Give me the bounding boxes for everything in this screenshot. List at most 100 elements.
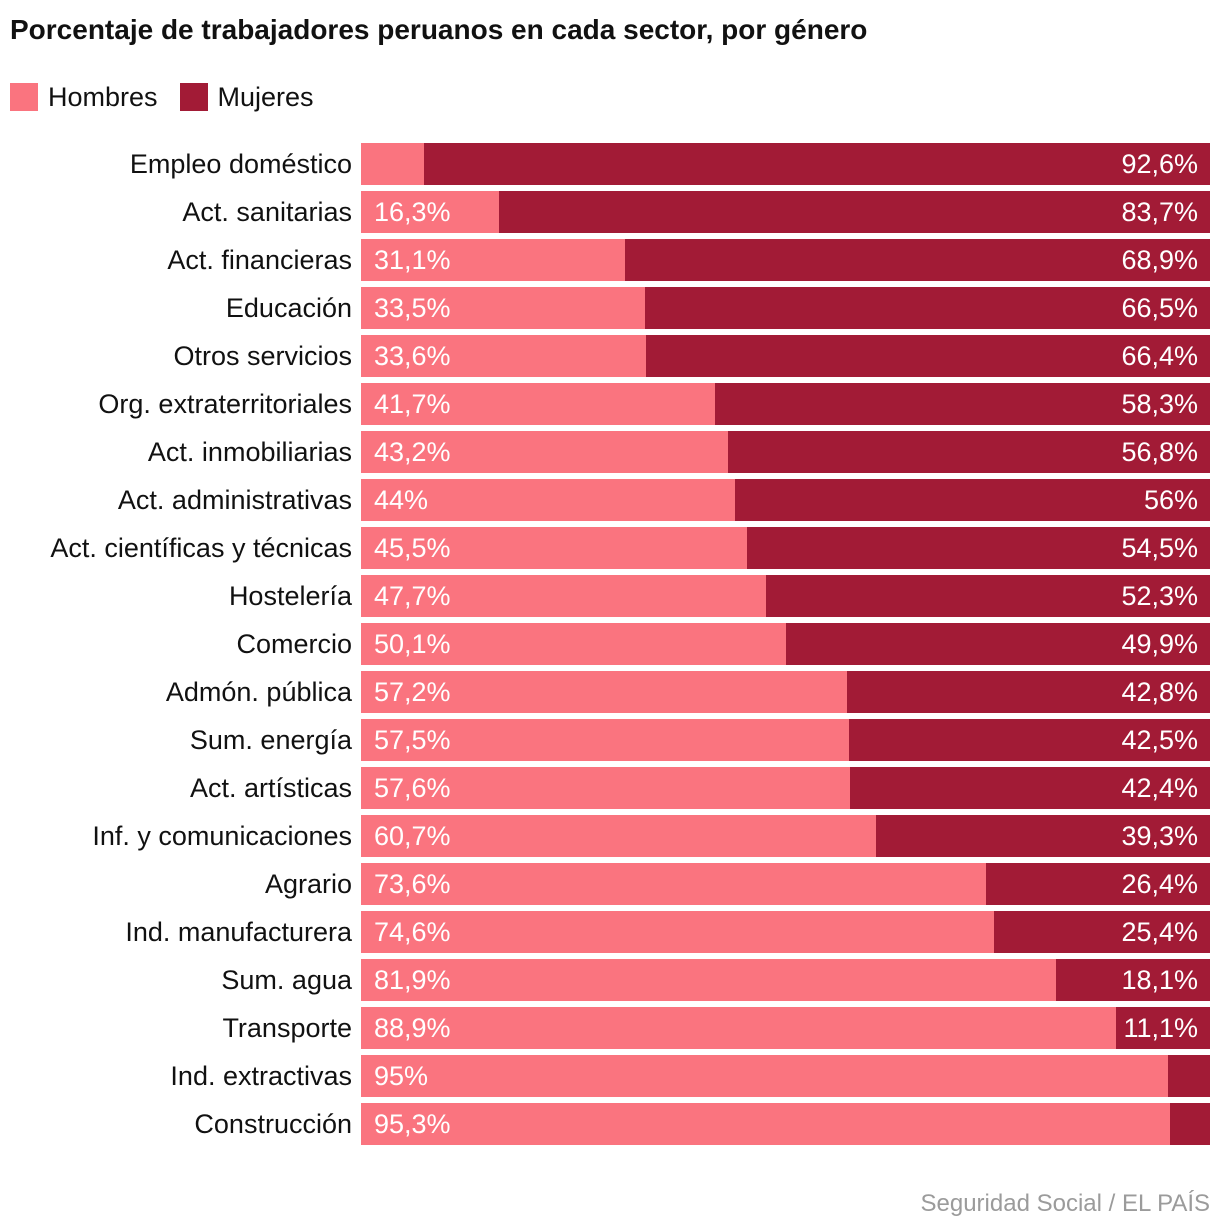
mujeres-value: 25,4%	[1121, 917, 1198, 947]
category-label: Act. científicas y técnicas	[50, 533, 352, 563]
hombres-segment: 57,5%	[361, 719, 850, 761]
legend: Hombres Mujeres	[10, 83, 1210, 111]
hombres-segment: 88,9%	[361, 1007, 1116, 1049]
legend-label-mujeres: Mujeres	[217, 82, 314, 112]
bar-track: 88,9% 11,1%	[361, 1007, 1210, 1049]
category-label: Educación	[225, 293, 352, 323]
category-label: Transporte	[222, 1013, 352, 1043]
category-label: Org. extraterritoriales	[98, 389, 352, 419]
category-label: Act. financieras	[167, 245, 352, 275]
hombres-value: 60,7%	[374, 821, 451, 851]
bar-row: Act. administrativas 44% 56%	[10, 479, 1210, 521]
category-label: Empleo doméstico	[129, 149, 352, 179]
mujeres-value: 56%	[1143, 485, 1198, 515]
hombres-segment: 16,3%	[361, 191, 500, 233]
hombres-segment: 73,6%	[361, 863, 986, 905]
hombres-value: 41,7%	[374, 389, 451, 419]
mujeres-segment: 11,1%	[1115, 1007, 1210, 1049]
hombres-segment: 74,6%	[361, 911, 995, 953]
hombres-value: 33,6%	[374, 341, 451, 371]
category-label: Otros servicios	[173, 341, 352, 371]
category-label: Ind. extractivas	[170, 1061, 352, 1091]
bar-row: Org. extraterritoriales 41,7% 58,3%	[10, 383, 1210, 425]
mujeres-value: 39,3%	[1121, 821, 1198, 851]
bar-row: Act. científicas y técnicas 45,5% 54,5%	[10, 527, 1210, 569]
hombres-segment: 33,5%	[361, 287, 646, 329]
hombres-segment: 33,6%	[361, 335, 647, 377]
bar-track: 16,3% 83,7%	[361, 191, 1210, 233]
category-label: Act. inmobiliarias	[147, 437, 352, 467]
hombres-value: 44%	[374, 485, 429, 515]
category-label: Act. artísticas	[189, 773, 352, 803]
bar-row: Sum. energía 57,5% 42,5%	[10, 719, 1210, 761]
mujeres-segment: 68,9%	[625, 239, 1210, 281]
hombres-segment: 44%	[361, 479, 735, 521]
hombres-segment: 95,3%	[361, 1103, 1171, 1145]
mujeres-segment: 52,3%	[765, 575, 1210, 617]
mujeres-segment: 56,8%	[727, 431, 1210, 473]
category-label: Act. administrativas	[117, 485, 352, 515]
bar-track: 47,7% 52,3%	[361, 575, 1210, 617]
mujeres-value: 58,3%	[1121, 389, 1198, 419]
category-label: Inf. y comunicaciones	[92, 821, 352, 851]
hombres-segment: 47,7%	[361, 575, 766, 617]
bar-row: Construcción 95,3%	[10, 1103, 1210, 1145]
mujeres-value: 42,4%	[1121, 773, 1198, 803]
mujeres-segment: 26,4%	[985, 863, 1210, 905]
bar-track: 60,7% 39,3%	[361, 815, 1210, 857]
bar-track: 44% 56%	[361, 479, 1210, 521]
bar-track: 50,1% 49,9%	[361, 623, 1210, 665]
mujeres-segment: 18,1%	[1056, 959, 1210, 1001]
mujeres-value: 11,1%	[1123, 1013, 1198, 1043]
bar-row: Otros servicios 33,6% 66,4%	[10, 335, 1210, 377]
mujeres-value: 18,1%	[1121, 965, 1198, 995]
bar-track: 81,9% 18,1%	[361, 959, 1210, 1001]
bar-row: Comercio 50,1% 49,9%	[10, 623, 1210, 665]
bar-row: Inf. y comunicaciones 60,7% 39,3%	[10, 815, 1210, 857]
legend-swatch-mujeres	[179, 83, 208, 111]
legend-swatch-hombres	[10, 83, 38, 111]
category-label: Admón. pública	[165, 677, 352, 707]
chart-title: Porcentaje de trabajadores peruanos en c…	[10, 14, 868, 45]
bar-row: Educación 33,5% 66,5%	[10, 287, 1210, 329]
hombres-segment: 81,9%	[361, 959, 1057, 1001]
bar-chart: Empleo doméstico 92,6% Act. sanitarias 16,3…	[10, 143, 1210, 1145]
bar-row: Act. financieras 31,1% 68,9%	[10, 239, 1210, 281]
mujeres-segment: 92,6%	[423, 143, 1210, 185]
mujeres-value: 66,5%	[1121, 293, 1198, 323]
mujeres-value: 52,3%	[1121, 581, 1198, 611]
source-credit: Seguridad Social / EL PAÍS	[920, 1190, 1211, 1217]
hombres-segment: 60,7%	[361, 815, 877, 857]
mujeres-segment: 25,4%	[994, 911, 1210, 953]
hombres-value: 43,2%	[374, 437, 451, 467]
hombres-value: 74,6%	[374, 917, 451, 947]
bar-track: 92,6%	[361, 143, 1210, 185]
bar-track: 45,5% 54,5%	[361, 527, 1210, 569]
category-label: Sum. agua	[221, 965, 352, 995]
bar-track: 33,5% 66,5%	[361, 287, 1210, 329]
hombres-value: 81,9%	[374, 965, 451, 995]
hombres-value: 57,6%	[374, 773, 451, 803]
mujeres-segment	[1167, 1055, 1210, 1097]
bar-track: 74,6% 25,4%	[361, 911, 1210, 953]
hombres-value: 16,3%	[374, 197, 451, 227]
mujeres-segment: 83,7%	[499, 191, 1210, 233]
hombres-value: 73,6%	[374, 869, 451, 899]
hombres-value: 31,1%	[374, 245, 451, 275]
hombres-value: 47,7%	[374, 581, 451, 611]
bar-row: Act. sanitarias 16,3% 83,7%	[10, 191, 1210, 233]
mujeres-segment: 42,4%	[850, 767, 1210, 809]
bar-row: Ind. manufacturera 74,6% 25,4%	[10, 911, 1210, 953]
category-label: Comercio	[236, 629, 352, 659]
bar-track: 95,3%	[361, 1103, 1210, 1145]
bar-row: Transporte 88,9% 11,1%	[10, 1007, 1210, 1049]
mujeres-value: 26,4%	[1121, 869, 1198, 899]
mujeres-segment	[1170, 1103, 1210, 1145]
mujeres-segment: 39,3%	[876, 815, 1210, 857]
mujeres-value: 56,8%	[1121, 437, 1198, 467]
hombres-value: 95,3%	[374, 1109, 451, 1139]
hombres-segment: 50,1%	[361, 623, 787, 665]
bar-row: Empleo doméstico 92,6%	[10, 143, 1210, 185]
bar-row: Hostelería 47,7% 52,3%	[10, 575, 1210, 617]
